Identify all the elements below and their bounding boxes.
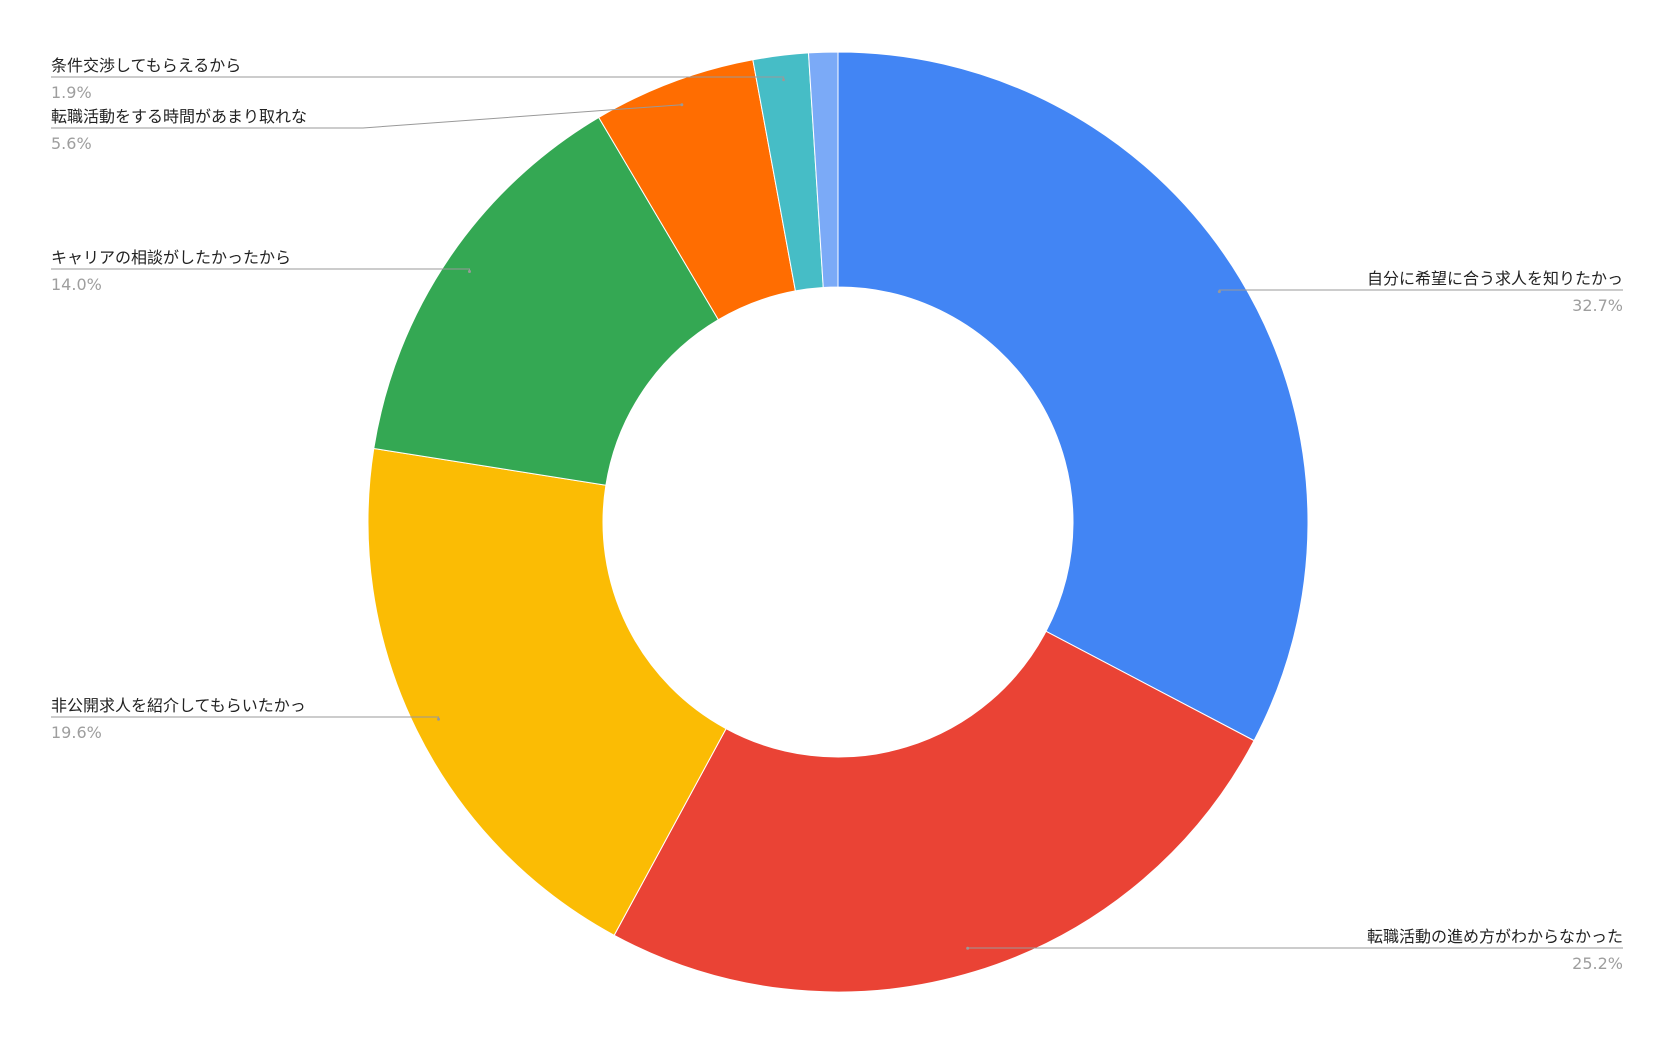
value-label: 19.6% — [51, 723, 102, 742]
slice — [807, 51, 839, 288]
slice — [613, 630, 1255, 993]
leader-line — [51, 76, 785, 80]
slice — [367, 447, 727, 936]
slice-label: 条件交渉してもらえるから — [51, 56, 241, 75]
leader-dot — [467, 270, 471, 274]
leader-line — [51, 268, 470, 272]
slice-label: 転職活動の進め方がわからなかった — [1367, 927, 1623, 946]
slice-label: 自分に希望に合う求人を知りたかっ — [1367, 269, 1623, 288]
leader-line — [1218, 289, 1623, 292]
leader-dot — [782, 78, 786, 82]
value-label: 5.6% — [51, 134, 92, 153]
slice-label: 転職活動をする時間があまり取れな — [51, 107, 307, 126]
value-label: 32.7% — [1572, 296, 1623, 315]
leader-dot — [966, 946, 970, 950]
leader-line — [51, 716, 439, 720]
slice-label: 非公開求人を紹介してもらいたかっ — [51, 696, 306, 715]
leader-dot — [436, 717, 440, 721]
slice — [373, 116, 720, 486]
leader-dot — [1217, 290, 1221, 294]
leader-line — [51, 104, 682, 129]
value-label: 25.2% — [1572, 954, 1623, 973]
slice-label: キャリアの相談がしたかったから — [51, 248, 291, 267]
leader-dot — [680, 103, 684, 107]
value-label: 14.0% — [51, 275, 102, 294]
slice — [837, 51, 1309, 742]
value-label: 1.9% — [51, 83, 92, 102]
